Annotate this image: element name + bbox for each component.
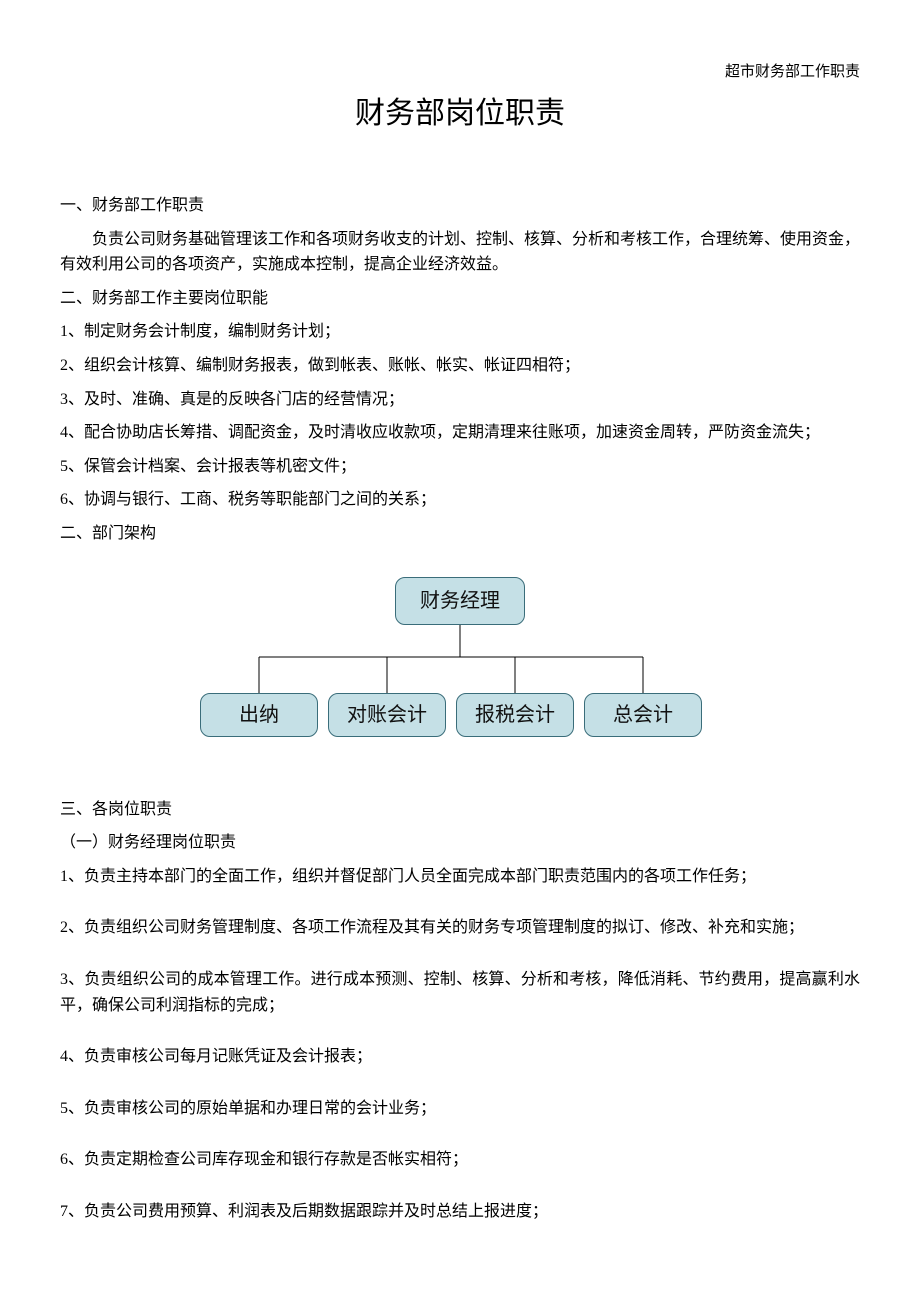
section-1-body: 负责公司财务基础管理该工作和各项财务收支的计划、控制、核算、分析和考核工作，合理… [60,227,860,278]
org-node-cashier: 出纳 [200,693,318,737]
sec2-item-6: 6、协调与银行、工商、税务等职能部门之间的关系； [60,487,860,513]
org-node-reconcile-accountant: 对账会计 [328,693,446,737]
sec2-item-3: 3、及时、准确、真是的反映各门店的经营情况； [60,387,860,413]
sec2-item-2: 2、组织会计核算、编制财务报表，做到帐表、账帐、帐实、帐证四相符； [60,353,860,379]
org-node-chief-accountant: 总会计 [584,693,702,737]
section-architecture-heading: 二、部门架构 [60,521,860,547]
sec3-item-1: 1、负责主持本部门的全面工作，组织并督促部门人员全面完成本部门职责范围内的各项工… [60,864,860,890]
section-3-heading: 三、各岗位职责 [60,797,860,823]
sec3-item-3: 3、负责组织公司的成本管理工作。进行成本预测、控制、核算、分析和考核，降低消耗、… [60,967,860,1018]
sec3-item-5: 5、负责审核公司的原始单据和办理日常的会计业务； [60,1096,860,1122]
sec3-item-6: 6、负责定期检查公司库存现金和银行存款是否帐实相符； [60,1147,860,1173]
section-3-list: 1、负责主持本部门的全面工作，组织并督促部门人员全面完成本部门职责范围内的各项工… [60,864,860,1225]
section-1-heading: 一、财务部工作职责 [60,193,860,219]
sec3-item-7: 7、负责公司费用预算、利润表及后期数据跟踪并及时总结上报进度； [60,1199,860,1225]
org-node-manager: 财务经理 [395,577,525,625]
sec2-item-1: 1、制定财务会计制度，编制财务计划； [60,319,860,345]
sec2-item-4: 4、配合协助店长筹措、调配资金，及时清收应收款项，定期清理来往账项，加速资金周转… [60,420,860,446]
sec3-item-4: 4、负责审核公司每月记账凭证及会计报表； [60,1044,860,1070]
section-2-heading: 二、财务部工作主要岗位职能 [60,286,860,312]
page-title: 财务部岗位职责 [60,90,860,138]
sec2-item-5: 5、保管会计档案、会计报表等机密文件； [60,454,860,480]
org-node-tax-accountant: 报税会计 [456,693,574,737]
sec3-item-2: 2、负责组织公司财务管理制度、各项工作流程及其有关的财务专项管理制度的拟订、修改… [60,915,860,941]
header-note: 超市财务部工作职责 [725,60,860,84]
org-chart: 财务经理 出纳 对账会计 报税会计 总会计 [190,577,730,757]
section-3-subheading: （一）财务经理岗位职责 [60,830,860,856]
